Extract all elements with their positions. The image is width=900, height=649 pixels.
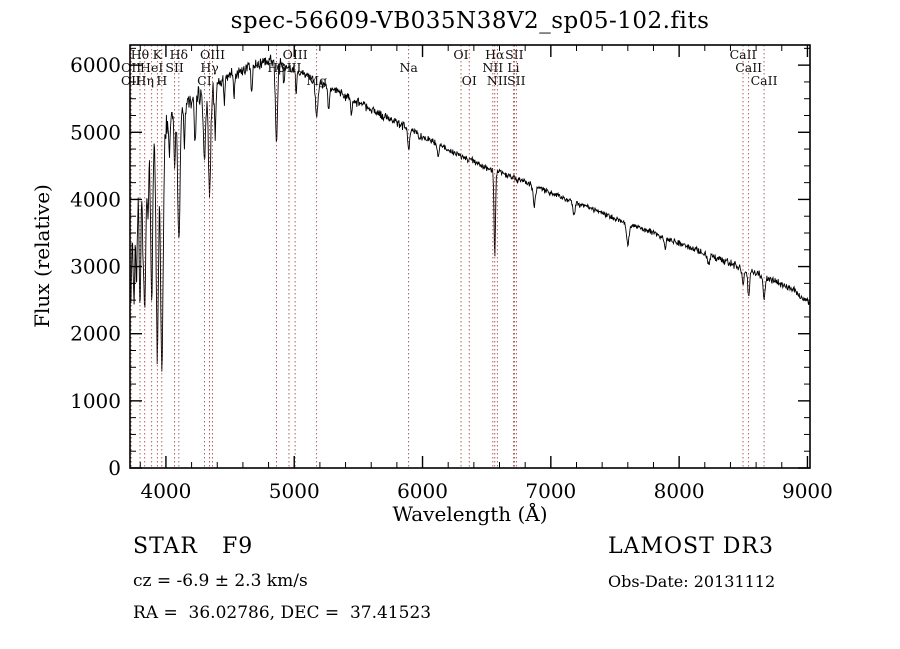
spectral-line-label: OIII xyxy=(276,60,301,75)
spectral-line-label: Na xyxy=(399,60,418,75)
y-axis-label: Flux (relative) xyxy=(30,184,54,328)
spectral-line-label: CaII xyxy=(730,47,757,62)
y-tick-label: 2000 xyxy=(70,322,121,346)
y-tick-label: 5000 xyxy=(70,120,121,144)
spectral-line-label: OIII xyxy=(200,47,225,62)
spectral-line-label: OII xyxy=(121,60,141,75)
x-tick-label: 4000 xyxy=(140,479,191,503)
spectral-line-label: K xyxy=(153,47,163,62)
x-axis-label: Wavelength (Å) xyxy=(392,502,548,526)
y-tick-label: 6000 xyxy=(70,53,121,77)
spectrum-trace xyxy=(129,54,811,468)
spectral-line-label: NII xyxy=(487,73,508,88)
x-tick-label: 8000 xyxy=(654,479,705,503)
classification-text: STAR F9 xyxy=(133,534,254,559)
spectral-line-label: SII xyxy=(507,73,526,88)
y-tick-label: 0 xyxy=(108,456,121,480)
x-tick-label: 9000 xyxy=(782,479,833,503)
y-tick-label: 1000 xyxy=(70,389,121,413)
x-tick-label: 5000 xyxy=(269,479,320,503)
spectral-line-label: CaII xyxy=(751,73,778,88)
spectral-line-label: Li xyxy=(507,60,519,75)
spectral-line-label: OII xyxy=(121,73,141,88)
y-tick-label: 4000 xyxy=(70,187,121,211)
spectral-line-label: CI xyxy=(197,73,212,88)
x-tick-label: 6000 xyxy=(397,479,448,503)
plot-title: spec-56609-VB035N38V2_sp05-102.fits xyxy=(230,8,710,34)
spectral-line-label: Hη xyxy=(136,73,154,88)
obs-date-text: Obs-Date: 20131112 xyxy=(608,572,776,591)
spectral-line-label: HeI xyxy=(140,60,163,75)
y-tick-label: 3000 xyxy=(70,255,121,279)
spectral-line-label: SII xyxy=(505,47,524,62)
spectral-line-label: Hα xyxy=(485,47,505,62)
spectral-line-label: Hγ xyxy=(200,60,218,75)
cz-text: cz = -6.9 ± 2.3 km/s xyxy=(133,571,308,591)
x-tick-label: 7000 xyxy=(525,479,576,503)
spectral-line-label: Hβ xyxy=(267,60,285,75)
survey-text: LAMOST DR3 xyxy=(608,534,774,559)
spectral-line-label: NII xyxy=(482,60,503,75)
spectral-line-label: CaII xyxy=(735,60,762,75)
spectral-line-label: OI xyxy=(462,73,477,88)
spectral-line-label: H xyxy=(156,73,167,88)
spectral-line-label: Mg xyxy=(306,73,327,88)
spectral-line-label: OI xyxy=(453,47,468,62)
radec-text: RA = 36.02786, DEC = 37.41523 xyxy=(133,603,432,623)
plot-frame xyxy=(129,44,811,469)
spectral-line-label: SII xyxy=(165,60,184,75)
